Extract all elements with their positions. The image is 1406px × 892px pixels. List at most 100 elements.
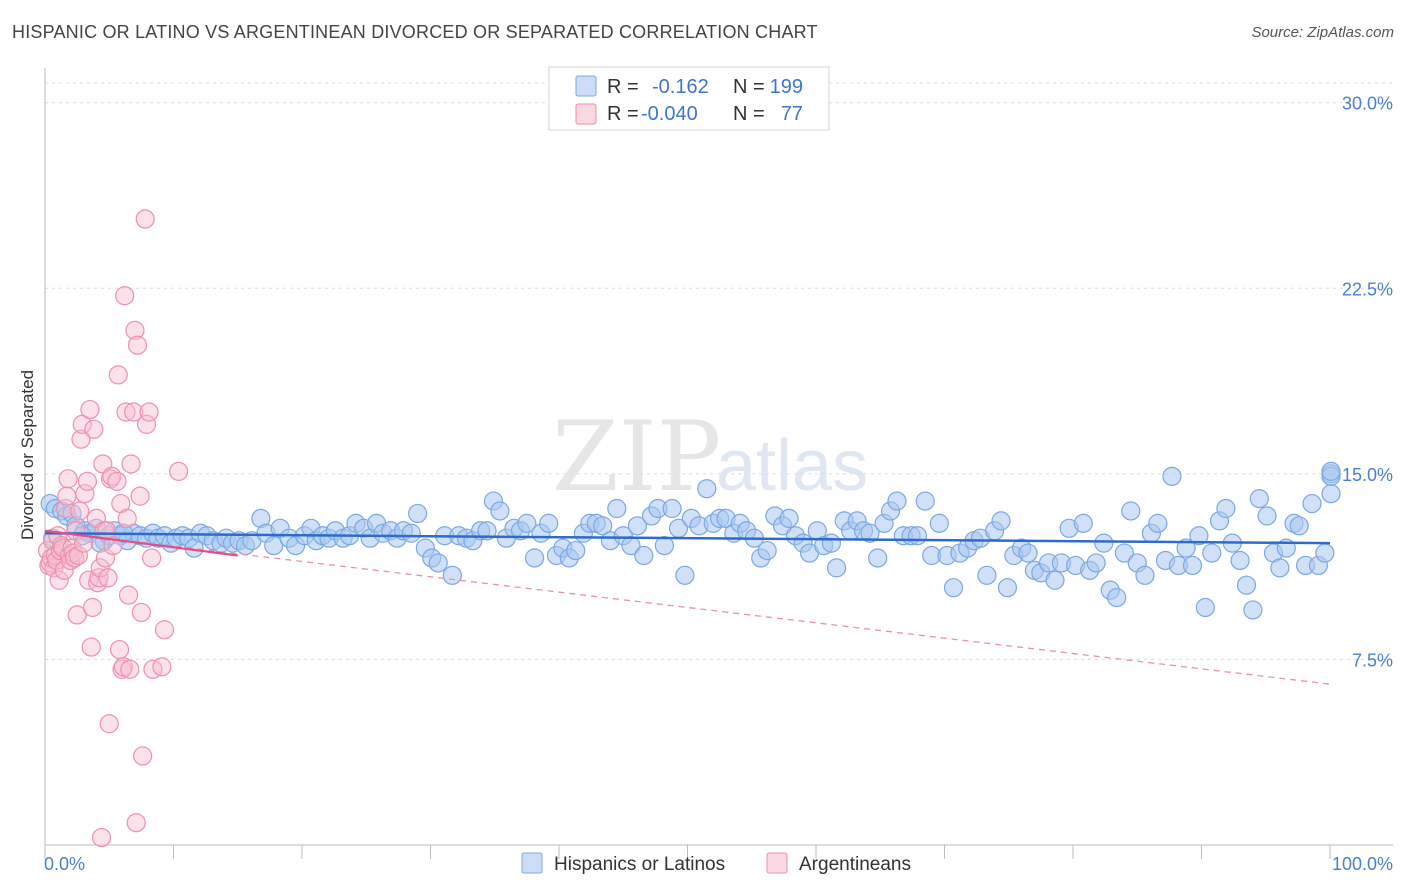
hispanic-point: [977, 565, 997, 585]
argentinean-point: [126, 813, 146, 833]
hispanic-point: [524, 548, 545, 568]
argentinean-point: [49, 570, 69, 590]
hispanic-point: [997, 578, 1018, 598]
hispanic-point: [1045, 570, 1065, 590]
argentinean-point: [136, 414, 157, 434]
argentinean-point: [72, 414, 92, 434]
hispanic-point: [1315, 543, 1335, 563]
legend-n-label-hispanic: N =: [733, 76, 765, 98]
argentinean-point: [99, 714, 119, 734]
hispanic-point: [1176, 538, 1196, 558]
watermark-atlas: atlas: [716, 426, 868, 506]
argentinean-point: [57, 486, 77, 506]
argentinean-point: [127, 335, 148, 355]
hispanic-point: [566, 540, 586, 561]
hispanic-point: [826, 558, 847, 578]
hispanic-points: [40, 461, 1341, 620]
argentinean-point: [98, 568, 118, 588]
x-tick-min: 0.0%: [44, 854, 85, 874]
hispanic-point: [1216, 498, 1236, 519]
source-label: Source: ZipAtlas.com: [1251, 24, 1394, 41]
argentinean-point: [75, 484, 95, 504]
hispanic-point: [1243, 600, 1263, 620]
argentinean-point: [82, 597, 103, 618]
hispanic-point: [1086, 553, 1106, 573]
hispanic-point: [654, 536, 674, 556]
hispanic-point: [1302, 493, 1322, 514]
hispanic-point: [1249, 489, 1269, 509]
hispanic-point: [1270, 558, 1290, 578]
legend-n-label-argentinean: N =: [733, 103, 765, 125]
hispanic-point: [627, 516, 647, 536]
hispanic-point: [607, 498, 627, 519]
argentinean-point: [91, 827, 112, 848]
hispanic-point: [634, 545, 654, 566]
argentinean-point: [121, 454, 141, 474]
legend-r-label-hispanic: R =: [607, 76, 639, 98]
hispanic-point: [868, 548, 888, 568]
hispanic-point: [1257, 506, 1277, 526]
axes: [44, 68, 1393, 859]
argentinean-point: [107, 471, 127, 491]
argentinean-point: [80, 399, 100, 420]
hispanic-point: [442, 565, 462, 585]
argentinean-point: [154, 620, 175, 640]
argentinean-point: [124, 402, 144, 422]
hispanic-point: [757, 540, 777, 561]
hispanic-point: [1107, 587, 1127, 608]
hispanic-point: [264, 536, 284, 556]
argentinean-point: [67, 605, 87, 625]
bottom-legend-label-hispanic: Hispanics or Latinos: [554, 854, 725, 875]
hispanic-point: [887, 491, 907, 511]
y-tick-label: 7.5%: [1352, 650, 1393, 670]
argentinean-point: [70, 501, 90, 521]
argentinean-point: [133, 746, 153, 766]
hispanic-point: [915, 491, 935, 511]
x-tick-max: 100.0%: [1332, 854, 1393, 874]
argentinean-point: [71, 429, 91, 449]
hispanic-point: [1289, 516, 1309, 536]
legend-r-value-argentinean: -0.040: [641, 103, 698, 125]
hispanic-point: [1321, 461, 1341, 481]
argentinean-point: [120, 659, 140, 679]
y-tick-labels: 7.5% 15.0% 22.5% 30.0%: [1342, 94, 1393, 671]
argentinean-point: [116, 402, 136, 422]
legend-swatch-hispanic: [575, 75, 597, 97]
argentinean-point: [58, 469, 78, 489]
argentinean-point: [77, 471, 98, 491]
argentinean-point: [68, 545, 89, 566]
hispanic-point: [1148, 513, 1168, 533]
hispanic-point: [1094, 533, 1114, 553]
hispanic-trend-line: [44, 532, 1331, 545]
hispanic-point: [907, 526, 928, 546]
watermark-zip: ZIP: [552, 401, 721, 513]
trend-lines: [44, 529, 1331, 685]
hispanic-point: [517, 513, 537, 533]
hispanic-point: [860, 523, 880, 543]
hispanic-point: [662, 498, 682, 519]
hispanic-point: [401, 523, 421, 543]
argentinean-point: [115, 286, 135, 306]
argentinean-point: [131, 602, 151, 623]
hispanic-point: [1073, 513, 1093, 533]
hispanic-point: [821, 533, 842, 553]
bottom-legend-swatch-argentinean: [766, 852, 788, 874]
hispanic-point: [943, 578, 964, 598]
argentinean-point: [142, 548, 162, 568]
hispanic-point: [408, 503, 428, 524]
legend-n-value-argentinean: 77: [781, 103, 803, 125]
y-axis-label: Divorced or Separated: [18, 370, 37, 540]
argentinean-trend-solid: [44, 529, 238, 557]
y-tick-label: 15.0%: [1342, 465, 1393, 485]
hispanic-point: [1162, 466, 1182, 486]
hispanic-point: [675, 565, 695, 585]
argentinean-point: [90, 558, 110, 578]
bottom-legend-label-argentinean: Argentineans: [799, 854, 911, 875]
hispanic-point: [1195, 597, 1215, 618]
y-tick-label: 30.0%: [1342, 94, 1393, 114]
hispanic-point: [697, 479, 717, 499]
argentinean-point: [118, 585, 139, 605]
argentinean-point: [84, 419, 104, 439]
hispanic-point: [1121, 501, 1141, 521]
hispanic-point: [477, 521, 497, 541]
